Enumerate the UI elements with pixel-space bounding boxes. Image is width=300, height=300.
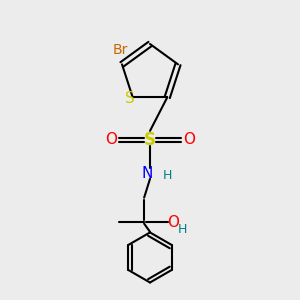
- Text: S: S: [125, 91, 135, 106]
- Text: Br: Br: [113, 43, 128, 57]
- Text: O: O: [168, 214, 180, 230]
- Text: O: O: [183, 132, 195, 147]
- Text: O: O: [105, 132, 117, 147]
- Text: H: H: [163, 169, 172, 182]
- Text: N: N: [141, 166, 153, 181]
- Text: S: S: [144, 131, 156, 149]
- Text: H: H: [178, 223, 187, 236]
